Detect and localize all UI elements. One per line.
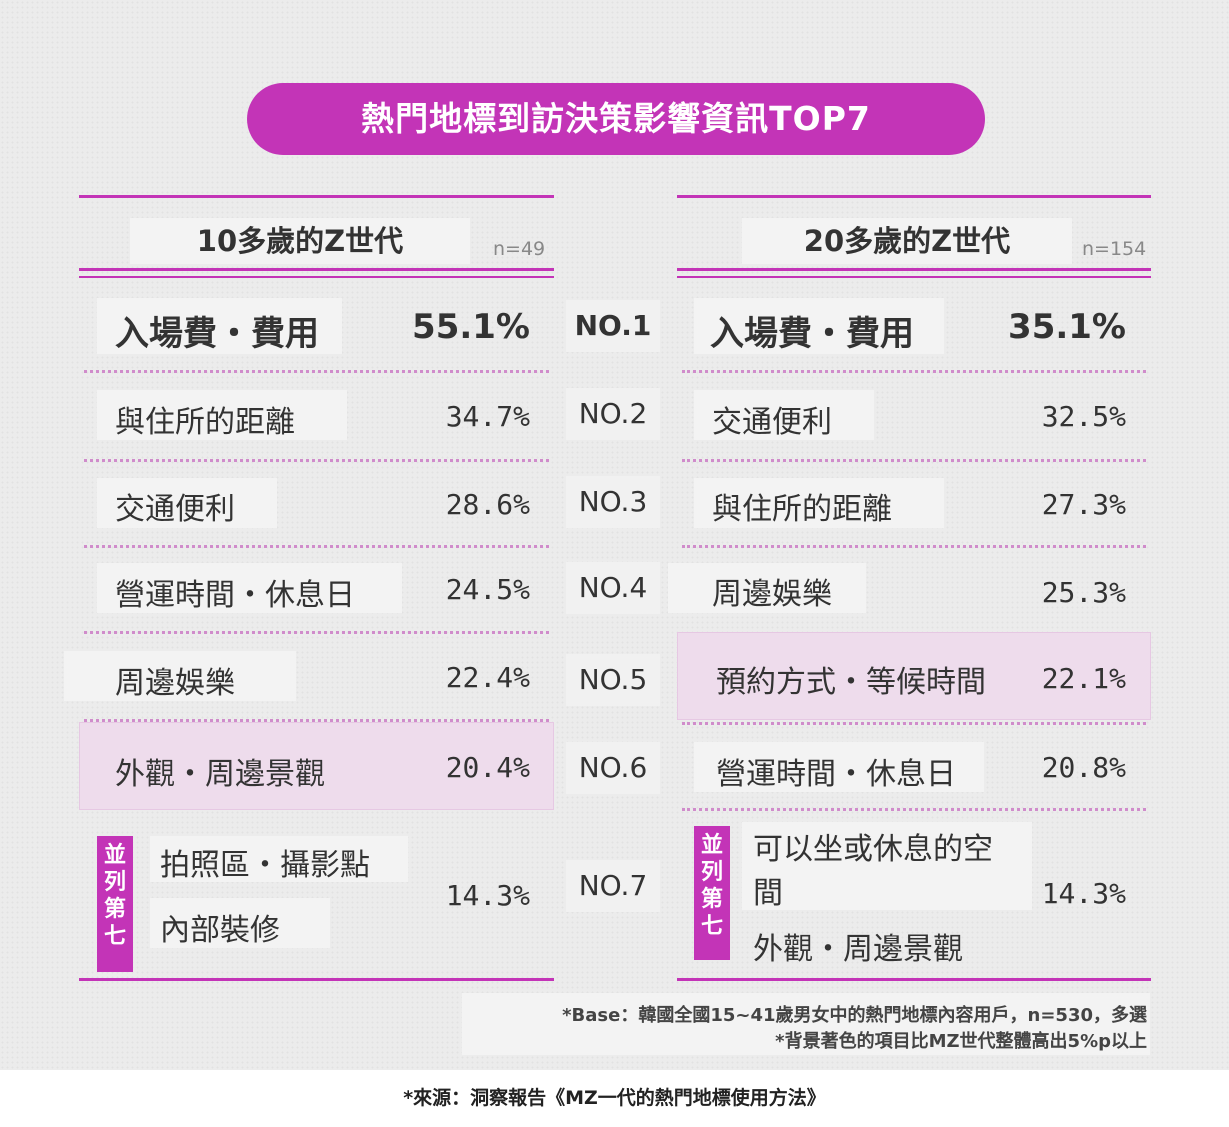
rank-5: NO.5 [566, 654, 660, 706]
right-sample-size: n=154 [1082, 238, 1147, 260]
left-top-line [79, 195, 554, 198]
left-row-5-bg [64, 651, 296, 701]
left-item-3: 交通便利 [115, 492, 235, 527]
left-item-7b: 內部裝修 [160, 913, 280, 948]
right-item-3: 與住所的距離 [712, 492, 892, 527]
left-group-title: 10多歲的Z世代 [130, 218, 470, 264]
left-item-1: 入場費・費用 [115, 314, 319, 354]
right-separator-2 [682, 459, 1146, 462]
right-item-7b: 外觀・周邊景觀 [753, 932, 963, 967]
left-item-4: 營運時間・休息日 [115, 578, 355, 613]
right-row-5-highlight [677, 632, 1151, 720]
left-tie-tag-text: 並列第七 [103, 843, 126, 949]
right-row-7a-bg [742, 822, 1032, 910]
source-footer: *來源：洞察報告《MZ一代的熱門地標使用方法》 [0, 1070, 1229, 1127]
left-row-3-bg [97, 478, 277, 528]
left-separator-5 [84, 719, 549, 722]
left-item-5: 周邊娛樂 [115, 666, 235, 701]
left-value-3: 28.6% [445, 488, 530, 521]
left-separator-4 [84, 631, 549, 634]
right-item-5: 預約方式・等候時間 [716, 665, 986, 700]
right-item-1: 入場費・費用 [710, 314, 914, 354]
left-sample-size: n=49 [493, 238, 546, 260]
right-row-1-bg [694, 298, 944, 354]
left-separator-1 [84, 370, 549, 373]
right-item-4: 周邊娛樂 [712, 577, 832, 612]
right-item-7a: 可以坐或休息的空間 [753, 832, 993, 911]
right-row-4-bg [668, 563, 866, 613]
left-value-6: 20.4% [445, 751, 530, 784]
left-separator-3 [84, 545, 549, 548]
right-item-2: 交通便利 [712, 405, 832, 440]
right-separator-3 [682, 545, 1146, 548]
left-value-4: 24.5% [445, 573, 530, 606]
left-row-2-bg [97, 390, 347, 440]
left-tie-seventh-tag: 並列第七 [97, 836, 133, 972]
right-tie-seventh-tag: 並列第七 [694, 826, 730, 960]
left-value-2: 34.7% [445, 400, 530, 433]
left-value-7: 14.3% [445, 879, 530, 912]
right-header-line-2 [677, 276, 1151, 278]
right-group-title: 20多歲的Z世代 [742, 218, 1072, 264]
rank-4: NO.4 [566, 562, 660, 614]
left-row-7b-bg [150, 898, 330, 948]
left-item-2: 與住所的距離 [115, 405, 295, 440]
left-header-line [79, 268, 554, 271]
right-header-line [677, 268, 1151, 271]
right-separator-1 [682, 370, 1146, 373]
left-row-1-bg [97, 298, 342, 354]
left-item-6: 外觀・周邊景觀 [115, 757, 325, 792]
right-value-3: 27.3% [1041, 488, 1126, 521]
rank-3: NO.3 [566, 476, 660, 528]
left-row-6-highlight [79, 722, 554, 810]
left-header-line-2 [79, 276, 554, 278]
left-bottom-line [79, 978, 554, 981]
title-banner: 熱門地標到訪決策影響資訊TOP7 [247, 83, 985, 155]
notes-bg [462, 993, 1150, 1055]
right-value-5: 22.1% [1041, 662, 1126, 695]
right-tie-tag-text: 並列第七 [700, 833, 723, 939]
left-row-7a-bg [150, 836, 408, 882]
left-value-1: 55.1% [412, 307, 530, 347]
rank-1: NO.1 [566, 300, 660, 352]
rank-7: NO.7 [566, 860, 660, 912]
note-base: *Base：韓國全國15~41歲男女中的熱門地標內容用戶，n=530，多選 [562, 1005, 1147, 1026]
right-top-line [677, 195, 1151, 198]
right-row-6-bg [694, 742, 984, 792]
left-item-7a: 拍照區・攝影點 [160, 848, 370, 883]
infographic-panel: 熱門地標到訪決策影響資訊TOP7 10多歲的Z世代 n=49 20多歲的Z世代 … [0, 0, 1229, 1070]
right-separator-4 [682, 722, 1146, 725]
right-separator-5 [682, 808, 1146, 811]
rank-6: NO.6 [566, 742, 660, 794]
right-bottom-line [677, 978, 1151, 981]
right-value-7: 14.3% [1041, 877, 1126, 910]
right-row-3-bg [694, 478, 944, 528]
right-row-2-bg [694, 390, 874, 440]
rank-2: NO.2 [566, 388, 660, 440]
right-value-4: 25.3% [1041, 576, 1126, 609]
left-row-4-bg [97, 563, 402, 613]
right-value-1: 35.1% [1008, 307, 1126, 347]
right-item-6: 營運時間・休息日 [716, 757, 956, 792]
left-value-5: 22.4% [445, 661, 530, 694]
left-separator-2 [84, 459, 549, 462]
note-highlight: *背景著色的項目比MZ世代整體高出5%p以上 [775, 1031, 1147, 1052]
right-value-2: 32.5% [1041, 400, 1126, 433]
right-value-6: 20.8% [1041, 751, 1126, 784]
